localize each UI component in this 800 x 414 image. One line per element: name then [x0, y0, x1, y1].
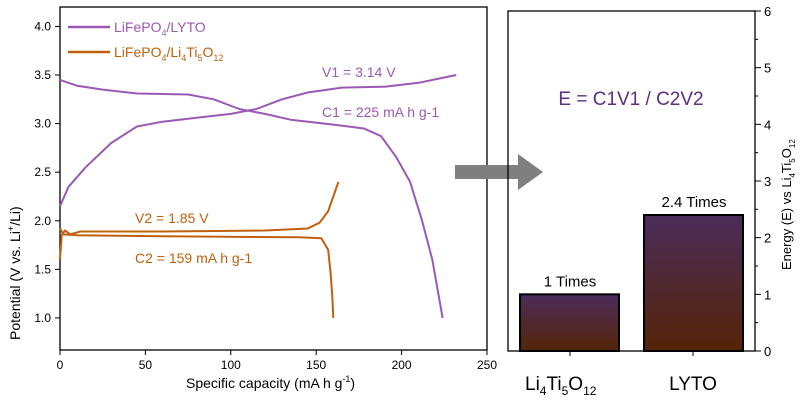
bar-lyto: [643, 214, 744, 352]
y-tick-label: 1.0: [34, 311, 51, 325]
y-tick-label: 2: [764, 231, 771, 246]
x-tick-label: 150: [306, 358, 326, 372]
x-tick-label: 100: [221, 358, 241, 372]
category-label-lyto: LYTO: [669, 374, 717, 395]
series-1-charge-line: [59, 181, 340, 260]
bar-data-label: 1 Times: [544, 273, 597, 290]
annotation-c1: C1 = 225 mA h g-1: [322, 104, 439, 120]
y-tick-label: 5: [764, 61, 771, 76]
x-tick-label: 250: [477, 358, 497, 372]
y-tick-label: 1.5: [34, 262, 51, 276]
legend-label-lyto: LiFePO4/LYTO: [114, 19, 206, 38]
voltage-profile-chart: 0 50 100 150 200 250 1.0 1.5 2.0 2.5 3.0 3.5 4.0 LiF…: [6, 6, 497, 391]
x-tick-label: 200: [392, 358, 412, 372]
y-tick-label: 3.0: [34, 117, 51, 131]
x-tick-label: 50: [139, 358, 153, 372]
x-axis-label: Specific capacity (mA h g-1): [186, 374, 355, 391]
y-tick-label: 2.5: [34, 165, 51, 179]
series-1-discharge-line: [59, 228, 335, 318]
annotation-v1: V1 = 3.14 V: [322, 64, 396, 80]
y-tick-label: 3.5: [34, 68, 51, 82]
y-axis-label: Potential (V vs. Li+/Li): [6, 206, 23, 340]
x-tick-label: 0: [57, 358, 64, 372]
series-0-charge-line: [59, 74, 457, 207]
bar-data-label: 2.4 Times: [661, 194, 726, 211]
annotation-v2: V2 = 1.85 V: [135, 210, 209, 226]
arrow-icon: [455, 154, 543, 190]
annotation-c2: C2 = 159 mA h g-1: [135, 250, 252, 266]
energy-bar-chart: 0 1 2 3 4 5 6 1 Times 2.4 Times E = C1V1 / C2V2…: [507, 4, 797, 398]
legend-label-lto: LiFePO4/Li4Ti5O12: [114, 44, 223, 63]
category-label-lto: Li4Ti5O12: [525, 374, 597, 398]
y-tick-label: 6: [764, 4, 771, 19]
series-0-discharge-line: [59, 78, 444, 319]
y-tick-label: 3: [764, 174, 771, 189]
y-axis-label: Energy (E) vs Li4Ti5O12: [779, 139, 797, 270]
y-tick-label: 0: [764, 344, 771, 359]
y-tick-label: 2.0: [34, 214, 51, 228]
y-tick-label: 4.0: [34, 19, 51, 33]
y-tick-label: 4: [764, 117, 771, 132]
energy-formula: E = C1V1 / C2V2: [558, 89, 703, 110]
bar-li4ti5o12: [519, 293, 620, 353]
y-tick-label: 1: [764, 287, 771, 302]
